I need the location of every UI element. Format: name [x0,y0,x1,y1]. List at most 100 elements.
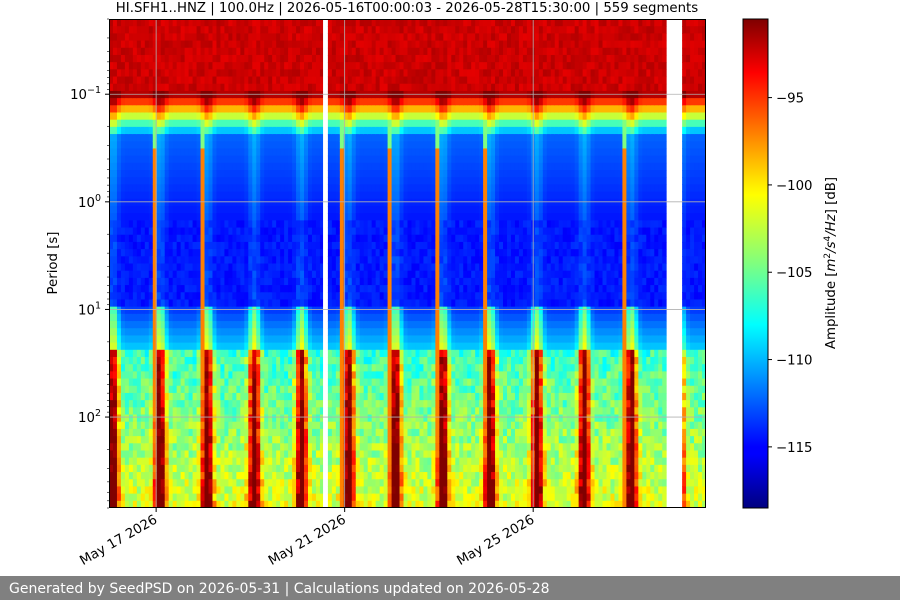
heatmap-cell [168,26,174,34]
heatmap-cell [280,472,285,480]
heatmap-cell [132,69,138,78]
heatmap-cell [172,443,178,452]
heatmap-cell [116,392,122,401]
heatmap-cell [204,457,210,466]
heatmap-cell [391,213,397,221]
heatmap-cell [339,277,345,286]
heatmap-cell [391,220,397,229]
heatmap-cell [212,479,218,488]
heatmap-cell [304,443,309,452]
heatmap-cell [375,33,381,42]
heatmap-cell [128,457,134,466]
heatmap-cell [224,256,229,265]
heatmap-cell [176,234,182,243]
heatmap-cell [128,472,134,480]
heatmap-cell [164,227,170,236]
heatmap-cell [188,47,194,56]
heatmap-cell [284,313,289,322]
heatmap-cell [292,98,297,106]
heatmap-cell [144,40,150,49]
heatmap-cell [272,213,277,221]
heatmap-cell [379,54,385,63]
heatmap-cell [367,220,373,229]
heatmap-cell [367,83,373,92]
heatmap-cell [300,177,305,185]
heatmap-cell [379,313,385,322]
heatmap-cell [192,213,198,221]
heatmap-cell [315,371,321,380]
heatmap-cell [300,33,305,42]
heatmap-cell [212,428,218,437]
heatmap-cell [196,213,202,221]
heatmap-cell [176,385,182,394]
heatmap-cell [375,436,381,444]
heatmap-cell [331,205,337,214]
heatmap-cell [132,299,138,308]
heatmap-cell [284,162,289,171]
heatmap-cell [216,414,222,423]
heatmap-cell [196,400,202,408]
heatmap-cell [391,313,397,322]
heatmap-cell [120,378,126,387]
heatmap-cell [355,256,361,265]
heatmap-cell [144,69,150,78]
heatmap-cell [140,33,146,42]
heatmap-cell [220,500,226,508]
heatmap-cell [399,54,405,63]
heatmap-cell [204,335,210,344]
heatmap-cell [308,134,313,142]
heatmap-cell [280,299,285,308]
heatmap-cell [296,421,301,430]
heatmap-cell [304,392,309,401]
heatmap-cell [383,385,389,394]
heatmap-cell [148,234,154,243]
heatmap-cell [280,76,285,85]
heatmap-cell [196,464,202,473]
heatmap-cell [331,299,337,308]
heatmap-cell [264,249,269,257]
heatmap-cell [136,392,142,401]
heatmap-cell [264,328,269,337]
heatmap-cell [399,349,405,358]
heatmap-cell [248,47,253,56]
heatmap-cell [327,342,333,351]
heatmap-cell [156,285,162,293]
heatmap-cell [268,342,273,351]
heatmap-cell [132,162,138,171]
heatmap-cell [399,371,405,380]
heatmap-cell [371,436,377,444]
heatmap-cell [359,119,365,128]
heatmap-cell [319,500,325,508]
heatmap-cell [347,436,353,444]
heatmap-cell [120,112,126,121]
heatmap-cell [399,83,405,92]
heatmap-cell [300,500,305,508]
heatmap-cell [132,220,138,229]
heatmap-cell [132,105,138,114]
heatmap-cell [176,457,182,466]
heatmap-cell [216,464,222,473]
heatmap-cell [387,486,393,495]
heatmap-cell [280,364,285,372]
heatmap-cell [128,500,134,508]
heatmap-cell [252,227,257,236]
heatmap-cell [264,227,269,236]
heatmap-cell [308,119,313,128]
heatmap-cell [268,170,273,178]
heatmap-cell [200,184,206,193]
heatmap-cell [335,306,341,315]
heatmap-cell [248,220,253,229]
heatmap-cell [156,148,162,157]
heatmap-cell [367,112,373,121]
heatmap-cell [379,227,385,236]
heatmap-cell [140,400,146,408]
heatmap-cell [395,184,401,193]
heatmap-cell [315,112,321,121]
heatmap-cell [292,198,297,207]
heatmap-cell [379,241,385,250]
heatmap-cell [331,198,337,207]
heatmap-cell [244,62,249,70]
heatmap-cell [359,400,365,408]
heatmap-cell [395,148,401,157]
heatmap-cell [272,428,277,437]
